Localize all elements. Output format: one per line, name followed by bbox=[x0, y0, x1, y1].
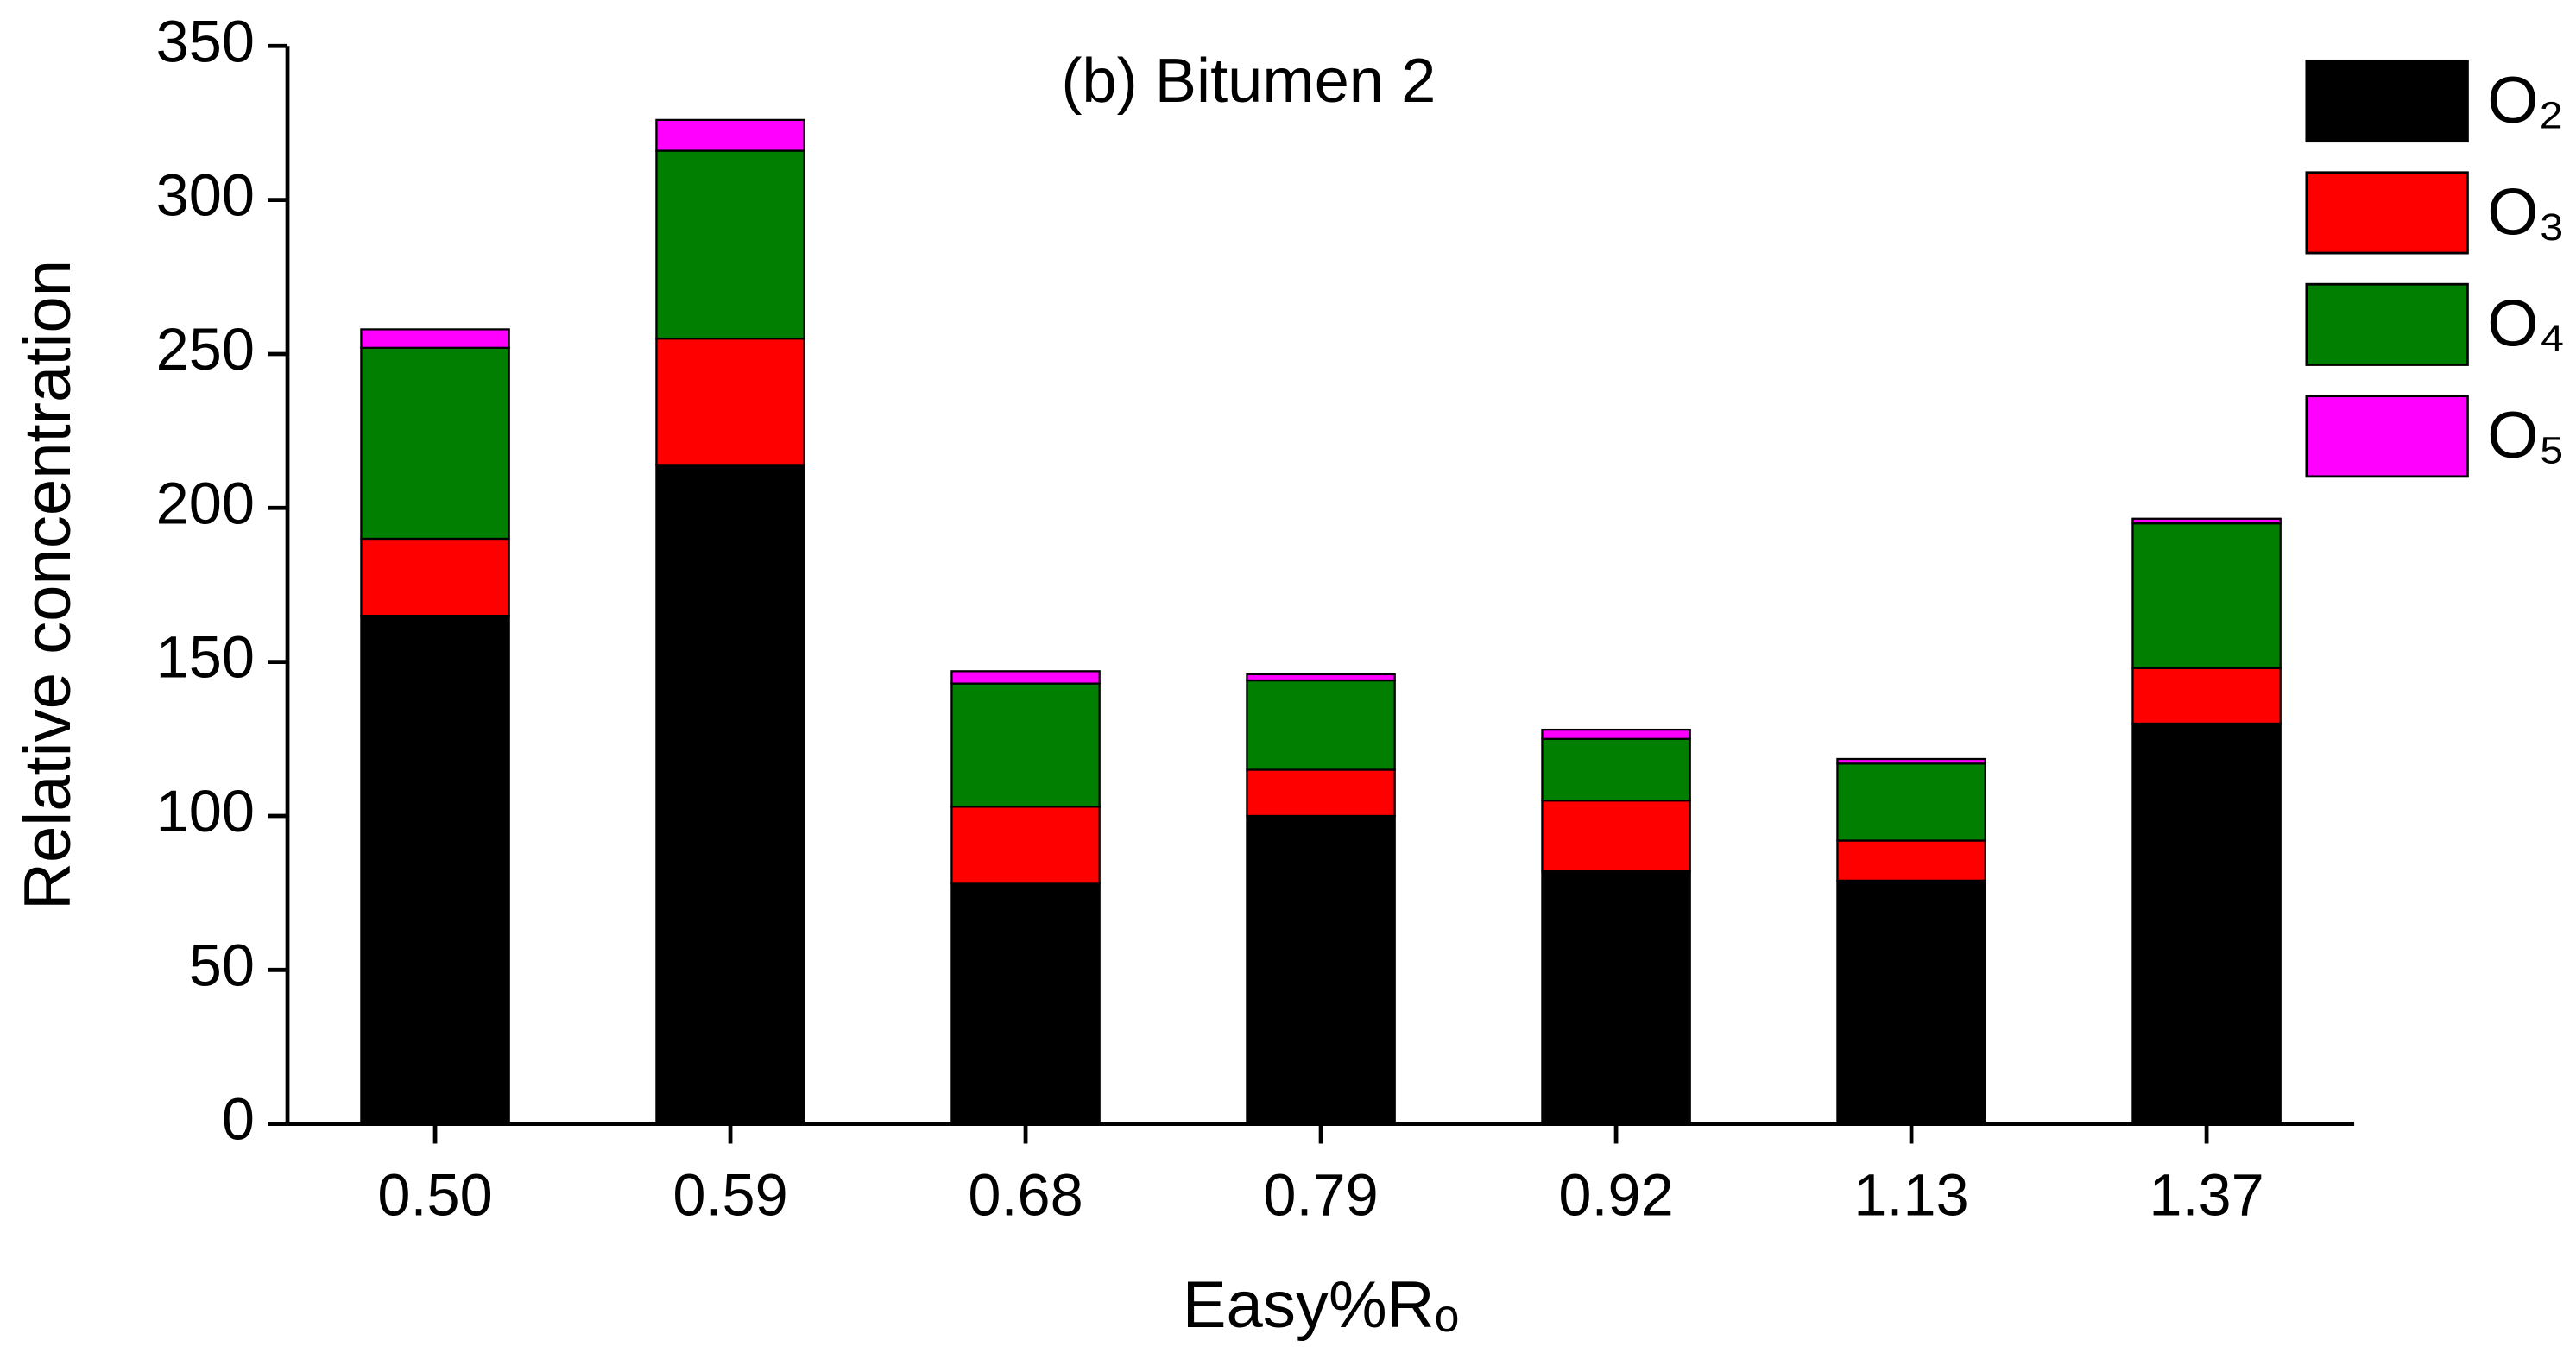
bar-segment bbox=[950, 806, 1101, 885]
bar-segment bbox=[655, 118, 805, 152]
bar-segment bbox=[1541, 737, 1691, 802]
bar-segment bbox=[950, 682, 1101, 808]
legend-label: O₄ bbox=[2487, 288, 2565, 361]
chart-title: (b) Bitumen 2 bbox=[1061, 47, 1436, 116]
x-tick-label: 0.50 bbox=[377, 1161, 492, 1228]
bar-segment bbox=[655, 149, 805, 340]
x-tick-label: 0.68 bbox=[968, 1161, 1083, 1228]
y-tick-label: 150 bbox=[156, 624, 255, 691]
bar-segment bbox=[2131, 667, 2282, 725]
bar-segment bbox=[950, 882, 1101, 1125]
bar-segment bbox=[1246, 768, 1396, 818]
x-axis-label: Easy%Rₒ bbox=[1183, 1268, 1460, 1342]
y-tick-label: 250 bbox=[156, 316, 255, 383]
legend-swatch bbox=[2305, 282, 2469, 366]
bar-segment bbox=[2131, 517, 2282, 525]
legend-label: O₂ bbox=[2487, 64, 2564, 137]
bar-segment bbox=[360, 614, 510, 1125]
bar-segment bbox=[1246, 673, 1396, 682]
bar-segment bbox=[360, 346, 510, 541]
bar-segment bbox=[655, 337, 805, 466]
x-tick-label: 0.92 bbox=[1558, 1161, 1673, 1228]
bar-segment bbox=[360, 537, 510, 617]
bar-segment bbox=[360, 328, 510, 349]
y-axis-label: Relative concentration bbox=[11, 260, 85, 910]
x-tick-label: 0.59 bbox=[672, 1161, 787, 1228]
bar-segment bbox=[1836, 762, 1986, 842]
y-tick-label: 0 bbox=[222, 1086, 255, 1153]
bar-segment bbox=[655, 464, 805, 1125]
legend-swatch bbox=[2305, 395, 2469, 478]
y-tick-label: 200 bbox=[156, 470, 255, 536]
bar-segment bbox=[1246, 814, 1396, 1125]
bar-segment bbox=[1836, 879, 1986, 1125]
bar-segment bbox=[2131, 522, 2282, 669]
legend-label: O₃ bbox=[2487, 175, 2565, 249]
bar-segment bbox=[1246, 679, 1396, 771]
y-tick-label: 100 bbox=[156, 778, 255, 844]
bar-segment bbox=[1541, 870, 1691, 1125]
bar-segment bbox=[950, 670, 1101, 685]
legend-swatch bbox=[2305, 171, 2469, 255]
legend-swatch bbox=[2305, 59, 2469, 143]
x-tick-label: 0.79 bbox=[1263, 1161, 1378, 1228]
legend-label: O₅ bbox=[2487, 399, 2565, 472]
bar-segment bbox=[2131, 722, 2282, 1125]
x-tick-label: 1.13 bbox=[1853, 1161, 1968, 1228]
bar-segment bbox=[1541, 799, 1691, 873]
x-tick-label: 1.37 bbox=[2149, 1161, 2263, 1228]
bar-segment bbox=[1541, 728, 1691, 740]
bar-segment bbox=[1836, 839, 1986, 882]
y-tick-label: 50 bbox=[189, 932, 255, 998]
y-tick-label: 350 bbox=[156, 8, 255, 74]
bar-segment bbox=[1836, 757, 1986, 765]
y-tick-label: 300 bbox=[156, 162, 255, 229]
